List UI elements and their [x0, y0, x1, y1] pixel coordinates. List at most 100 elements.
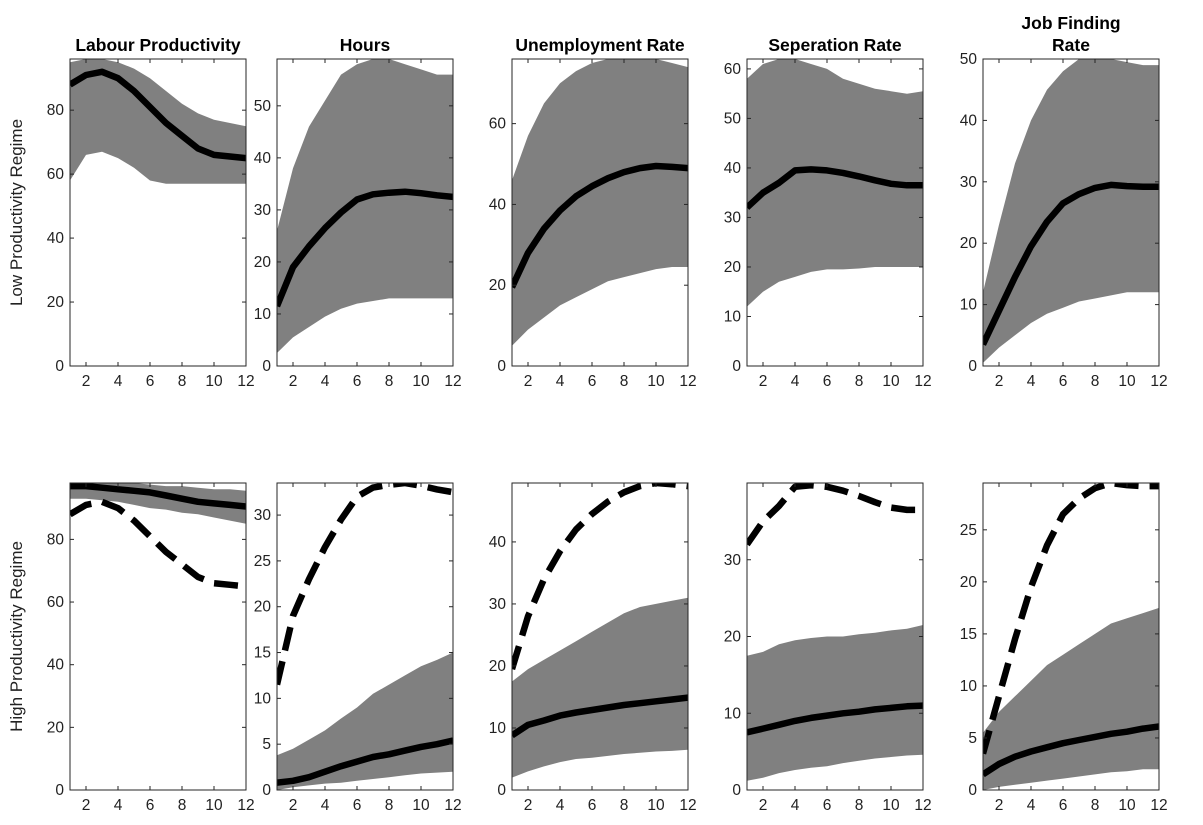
y-tick-label: 20: [724, 629, 742, 646]
x-tick-label: 6: [353, 797, 362, 814]
y-tick-label: 50: [724, 110, 742, 127]
axes-box: [69, 482, 247, 791]
x-tick-label: 8: [1091, 797, 1100, 814]
axes-box: [276, 58, 454, 367]
row-label: Low Productivity Regime: [7, 119, 26, 306]
y-tick-label: 20: [47, 294, 65, 311]
x-tick-label: 2: [289, 373, 298, 390]
x-tick-label: 4: [556, 373, 565, 390]
panel-title: Hours: [340, 35, 391, 55]
axes-box: [511, 482, 689, 791]
y-tick-label: 10: [254, 306, 272, 323]
plot-area: [277, 483, 453, 790]
x-tick-label: 12: [679, 373, 696, 390]
y-tick-label: 5: [262, 736, 271, 753]
x-tick-label: 2: [82, 797, 91, 814]
y-tick-label: 20: [724, 259, 742, 276]
plot-area: [70, 59, 246, 184]
median-line: [747, 166, 923, 210]
y-tick-label: 10: [489, 720, 507, 737]
confidence-band: [983, 607, 1159, 790]
y-tick-label: 40: [254, 150, 272, 167]
y-tick-label: 30: [489, 596, 507, 613]
y-tick-label: 50: [960, 51, 978, 68]
x-tick-label: 4: [791, 373, 800, 390]
x-tick-label: 12: [444, 373, 461, 390]
axes-box: [982, 58, 1160, 367]
confidence-band: [512, 59, 688, 346]
confidence-band: [983, 59, 1159, 363]
y-tick-label: 0: [968, 782, 977, 799]
x-tick-label: 12: [237, 797, 254, 814]
x-tick-label: 10: [647, 373, 665, 390]
y-tick-label: 20: [489, 277, 507, 294]
y-tick-label: 30: [254, 202, 272, 219]
x-tick-label: 10: [882, 797, 900, 814]
x-tick-label: 2: [759, 797, 768, 814]
confidence-band: [512, 597, 688, 778]
x-tick-label: 8: [1091, 373, 1100, 390]
panel-title: Labour Productivity: [75, 35, 241, 55]
plot-background: [70, 483, 246, 790]
x-tick-label: 8: [620, 797, 629, 814]
y-tick-label: 30: [724, 209, 742, 226]
y-tick-label: 20: [254, 599, 272, 616]
y-tick-label: 0: [262, 358, 271, 375]
y-tick-label: 0: [497, 782, 506, 799]
x-tick-label: 2: [82, 373, 91, 390]
subplot-9: 0 10 20 30 2 4 6 8 10 12: [724, 482, 932, 814]
y-tick-label: 25: [254, 553, 271, 570]
y-tick-label: 40: [47, 657, 65, 674]
y-tick-label: 20: [960, 235, 978, 252]
x-tick-label: 4: [114, 373, 123, 390]
plot-area: [747, 483, 923, 781]
low-regime-median-line: [70, 498, 246, 590]
median-line: [277, 737, 453, 786]
panel-title: Job Finding: [1021, 13, 1120, 33]
subplot-4: 0 10 20 30 40 50 60 2 4 6 8 10 12 Seperation Rate: [724, 35, 932, 390]
x-tick-label: 10: [882, 373, 900, 390]
y-tick-label: 20: [47, 719, 65, 736]
y-tick-label: 10: [254, 690, 272, 707]
y-tick-label: 5: [968, 730, 977, 747]
median-line: [512, 694, 688, 739]
x-tick-label: 2: [759, 373, 768, 390]
confidence-band: [70, 483, 246, 524]
y-tick-label: 20: [254, 254, 272, 271]
x-tick-label: 6: [1059, 797, 1068, 814]
y-tick-label: 10: [960, 297, 978, 314]
y-tick-label: 15: [960, 626, 977, 643]
x-tick-label: 10: [647, 797, 665, 814]
x-tick-label: 2: [995, 797, 1004, 814]
y-tick-label: 0: [732, 358, 741, 375]
x-tick-label: 2: [524, 373, 533, 390]
axes-box: [982, 482, 1160, 791]
x-tick-label: 6: [353, 373, 362, 390]
x-tick-label: 6: [1059, 373, 1068, 390]
x-tick-label: 10: [1118, 373, 1136, 390]
y-tick-label: 25: [960, 522, 977, 539]
y-tick-label: 40: [489, 196, 507, 213]
confidence-band: [277, 59, 453, 353]
y-tick-label: 0: [262, 782, 271, 799]
y-tick-label: 10: [724, 308, 742, 325]
row-label: High Productivity Regime: [7, 541, 26, 732]
axes-box: [276, 482, 454, 791]
y-tick-label: 0: [732, 782, 741, 799]
plot-area: [512, 59, 688, 346]
plot-area: [277, 59, 453, 353]
x-tick-label: 10: [1118, 797, 1136, 814]
x-tick-label: 6: [146, 797, 155, 814]
subplot-8: 0 10 20 30 40 2 4 6 8 10 12: [489, 482, 697, 814]
median-line: [747, 702, 923, 736]
y-tick-label: 40: [724, 160, 742, 177]
y-tick-label: 20: [960, 574, 978, 591]
x-tick-label: 12: [914, 797, 931, 814]
x-tick-label: 4: [1027, 797, 1036, 814]
subplot-2: 0 10 20 30 40 50 2 4 6 8 10 12 Hours: [254, 35, 462, 390]
y-tick-label: 60: [47, 166, 65, 183]
x-tick-label: 2: [995, 373, 1004, 390]
y-tick-label: 0: [497, 358, 506, 375]
y-tick-label: 0: [55, 358, 64, 375]
subplot-6: 0 20 40 60 80 2 4 6 8 10 12 High Productivity Regim…: [7, 482, 255, 814]
